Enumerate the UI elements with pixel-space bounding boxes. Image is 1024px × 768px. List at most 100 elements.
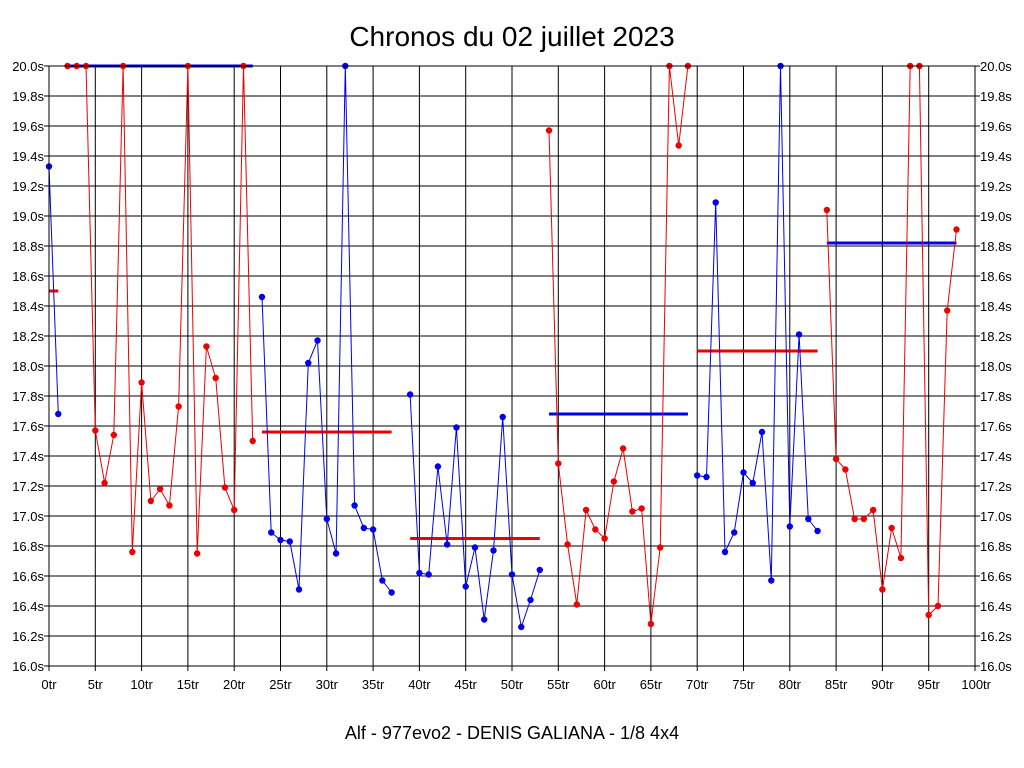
y-tick-label-left: 18.0s [12,359,44,374]
y-tick-label-right: 18.4s [980,299,1012,314]
y-tick-label-left: 18.4s [12,299,44,314]
y-tick-label-left: 19.0s [12,209,44,224]
data-point [295,586,303,593]
data-point [564,541,571,548]
data-point [175,403,182,410]
x-tick-label: 15tr [177,677,200,692]
y-tick-label-right: 20.0s [980,59,1012,74]
data-point [110,431,118,439]
x-tick-label: 0tr [41,677,57,692]
data-point [619,445,627,452]
y-tick-label-left: 17.2s [12,479,44,494]
data-point [721,548,729,556]
data-point [221,484,229,491]
y-tick-label-right: 19.2s [980,179,1012,194]
y-tick-label-right: 18.6s [980,269,1012,284]
data-point [379,577,386,584]
data-point [832,455,840,463]
series-line [548,65,689,625]
data-point [212,374,219,382]
data-point [406,391,414,398]
data-point [490,547,497,554]
data-point [55,410,62,418]
data-point [944,307,951,314]
data-point [731,529,738,536]
series-segment [45,163,62,418]
y-tick-label-left: 17.0s [12,509,44,524]
data-point [638,505,645,512]
y-tick-label-right: 19.4s [980,149,1012,164]
y-tick-label-right: 16.4s [980,599,1012,614]
data-point [869,506,877,514]
data-point [314,337,321,344]
chart-title: Chronos du 02 juillet 2023 [349,21,674,52]
data-point [703,473,710,481]
data-point [740,469,747,476]
y-tick-label-right: 16.6s [980,569,1012,584]
data-point [332,550,340,557]
data-point [814,527,821,535]
x-tick-label: 20tr [223,677,246,692]
data-point [203,343,210,350]
y-tick-label-left: 19.4s [12,149,44,164]
data-point [656,544,664,551]
data-point [471,544,479,551]
y-tick-label-right: 18.2s [980,329,1012,344]
data-point [712,199,719,206]
data-point [101,479,108,487]
data-point [147,497,155,505]
y-tick-label-right: 19.6s [980,119,1012,134]
data-point [499,413,506,421]
data-point [138,379,145,386]
y-tick-label-left: 17.6s [12,419,44,434]
plot-frame [48,65,976,667]
data-point [481,616,488,623]
series-group [45,62,960,631]
data-point [601,535,608,542]
data-point [805,515,812,523]
data-point [277,536,284,544]
data-point [518,623,525,631]
data-point [129,548,136,556]
y-tick-label-left: 19.8s [12,89,44,104]
y-tick-label-right: 16.2s [980,629,1012,644]
series-segment [406,391,543,631]
y-tick-label-left: 16.0s [12,659,44,674]
y-tick-label-left: 18.6s [12,269,44,284]
x-tick-label: 30tr [316,677,339,692]
data-point [749,479,756,487]
y-tick-label-right: 17.4s [980,449,1012,464]
x-tick-label: 50tr [501,677,524,692]
y-tick-label-left: 18.8s [12,239,44,254]
data-point [323,515,330,523]
data-point [388,589,395,596]
data-point [851,515,858,523]
data-point [592,526,599,533]
data-point [453,424,460,431]
y-tick-label-left: 17.8s [12,389,44,404]
x-tick-label: 75tr [732,677,755,692]
x-tick-label: 85tr [825,677,848,692]
data-point [268,529,275,536]
y-tick-label-right: 17.0s [980,509,1012,524]
y-tick-label-left: 16.8s [12,539,44,554]
data-point [610,478,618,485]
x-tick-label: 55tr [547,677,570,692]
y-tick-label-left: 16.4s [12,599,44,614]
data-point [675,142,682,149]
data-point [888,524,895,532]
data-point [369,526,377,533]
x-tick-label: 70tr [686,677,709,692]
y-tick-label-left: 20.0s [12,59,44,74]
x-tick-label: 25tr [269,677,292,692]
x-tick-label: 100tr [961,677,991,692]
data-point [573,601,581,608]
x-tick-label: 40tr [408,677,431,692]
x-tick-label: 65tr [640,677,663,692]
x-tick-label: 80tr [779,677,802,692]
data-point [416,569,423,577]
x-tick-label: 90tr [871,677,894,692]
data-point [351,502,358,509]
